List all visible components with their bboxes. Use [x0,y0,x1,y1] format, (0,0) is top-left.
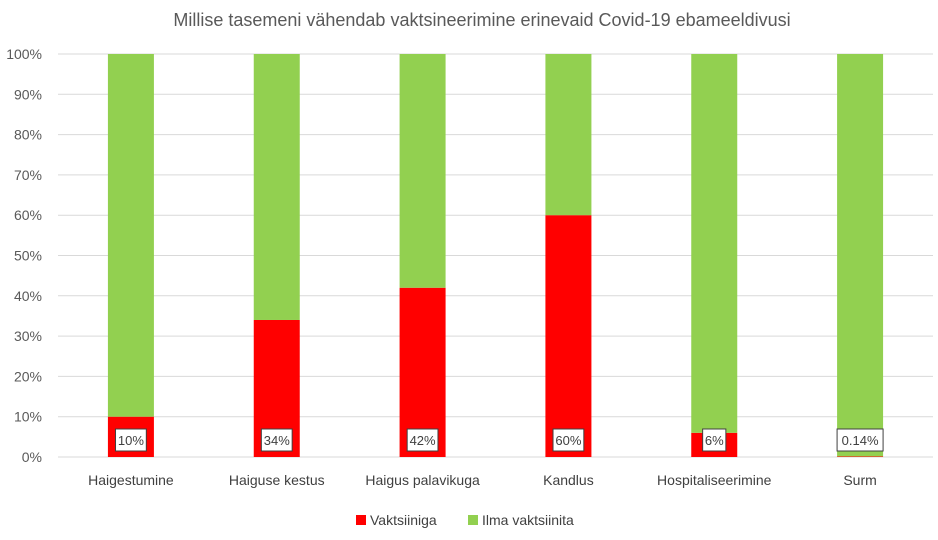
bar-unvaccinated [107,54,154,417]
bar-unvaccinated [837,54,884,457]
legend: Vaktsiiniga Ilma vaktsiinita [356,512,574,528]
data-label-box [836,428,884,452]
bar-unvaccinated [399,54,446,288]
data-label: 42% [410,433,436,448]
x-category-label: Kandlus [543,472,594,488]
x-axis-categories: Haigestumine Haiguse kestus Haigus palavik… [88,472,877,488]
gridlines [58,53,933,458]
y-tick-label: 30% [14,328,42,344]
y-tick-label: 70% [14,167,42,183]
data-label-box [406,428,439,452]
legend-swatch [356,515,366,525]
data-label-box [702,428,727,452]
y-axis-ticks: 0% 10% 20% 30% 40% 50% 60% 70% 80% 90% 100% [6,46,42,465]
y-tick-label: 80% [14,127,42,143]
x-category-label: Haigestumine [88,472,174,488]
x-category-label: Hospitaliseerimine [657,472,772,488]
data-label: 34% [264,433,290,448]
legend-label: Ilma vaktsiinita [482,512,574,528]
bar-vaccinated [545,215,592,457]
legend-swatch [468,515,478,525]
y-tick-label: 100% [6,46,42,62]
bar-unvaccinated [691,54,738,433]
bar-vaccinated [837,456,884,457]
chart-title: Millise tasemeni vähendab vaktsineerimin… [173,10,790,30]
y-tick-label: 0% [22,449,42,465]
data-label-box [260,428,293,452]
data-label: 0.14% [842,433,879,448]
legend-label: Vaktsiiniga [370,512,437,528]
data-label-box [115,428,147,452]
y-tick-label: 90% [14,86,42,102]
y-tick-label: 60% [14,207,42,223]
data-label: 10% [118,433,144,448]
data-label-box [552,428,585,452]
bar-unvaccinated [545,54,592,216]
y-tick-label: 20% [14,368,42,384]
data-label: 6% [705,433,724,448]
x-category-label: Surm [843,472,876,488]
y-tick-label: 50% [14,248,42,264]
y-tick-label: 40% [14,288,42,304]
x-category-label: Haigus palavikuga [365,472,480,488]
data-labels: 10% 34% 42% 60% 6% 0.14% [115,428,884,452]
x-category-label: Haiguse kestus [229,472,325,488]
data-label: 60% [555,433,581,448]
bar-unvaccinated [253,54,300,320]
y-tick-label: 10% [14,409,42,425]
